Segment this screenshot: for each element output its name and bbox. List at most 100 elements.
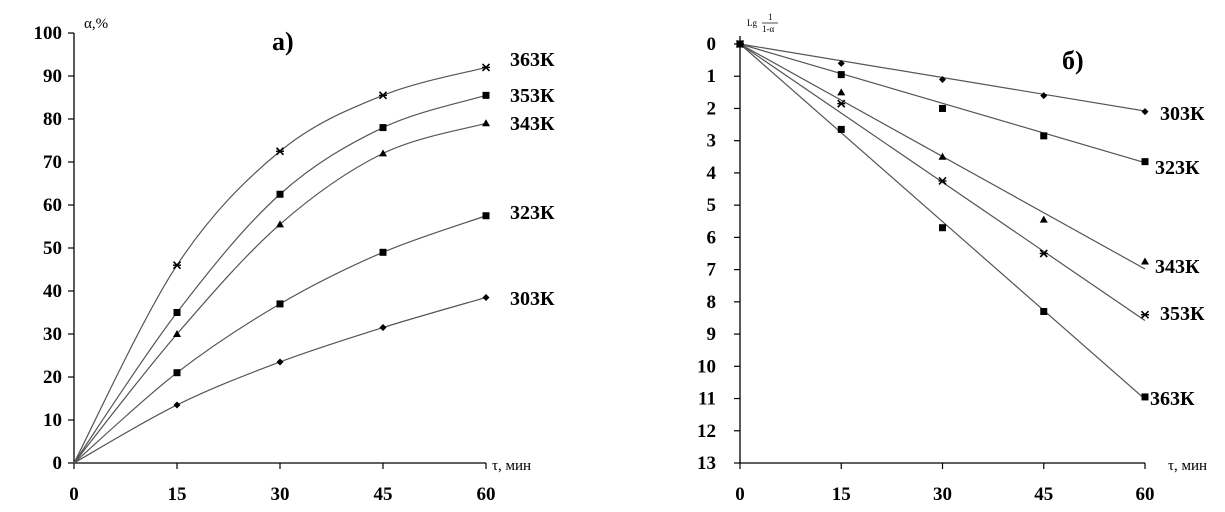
chart-b-data-point: [1141, 393, 1149, 401]
chart-b-data-point: [837, 71, 845, 79]
chart-a-series-line: [73, 296, 487, 464]
chart-a: α,% τ, мин а) 0 10 20 30 40 50 60 70 80 90 100 0 15 3…: [34, 16, 556, 505]
chart-a-data-point: [482, 119, 490, 127]
chart-a-x-tick-label: 15: [168, 484, 187, 505]
chart-b-series: 303К 323К 343К 353К 363К: [735, 39, 1205, 410]
chart-a-data-point: [481, 63, 491, 72]
chart-b-data-point: [939, 104, 946, 112]
chart-b-data-point: [1141, 257, 1149, 265]
chart-b-xlabel: τ, мин: [1168, 458, 1207, 474]
chart-b-data-point: [938, 176, 947, 186]
chart-b-y-tick-label: 0: [707, 34, 717, 55]
chart-a-ticks: 0 10 20 30 40 50 60 70 80 90 100 0 15 30 45 60: [34, 23, 496, 505]
chart-b-ylabel-numerator: 1: [768, 12, 773, 22]
chart-b-data-point: [1141, 158, 1149, 166]
chart-a-series-line: [73, 66, 487, 464]
chart-b-data-point: [1040, 92, 1048, 100]
chart-a-data-point: [275, 147, 285, 156]
chart-b-data-point: [939, 224, 946, 232]
chart-a-y-tick-label: 80: [43, 109, 62, 130]
chart-b-trend-line: [739, 43, 1146, 164]
chart-b-data-point: [938, 152, 947, 160]
chart-b-ylabel-denominator: 1-α: [762, 24, 774, 34]
chart-a-series-label: 363К: [510, 49, 555, 71]
chart-a-data-point: [173, 401, 181, 409]
chart-b-y-tick-label: 13: [697, 453, 716, 474]
chart-a-data-point: [276, 190, 284, 198]
chart-a-data-point: [379, 248, 387, 256]
chart-a-y-tick-label: 90: [43, 66, 62, 87]
chart-b-ylabel-lg: Lg: [747, 18, 757, 28]
chart-b-series-label: 353К: [1160, 303, 1205, 325]
chart-a-data-point: [378, 91, 388, 100]
chart-a-y-tick-label: 100: [34, 23, 63, 44]
chart-b-x-tick-label: 45: [1034, 484, 1053, 505]
chart-b-data-point: [1039, 215, 1048, 223]
chart-a-data-point: [379, 124, 387, 132]
chart-b-series-label: 323К: [1155, 157, 1200, 179]
chart-a-y-tick-label: 10: [43, 410, 62, 431]
chart-b-data-point: [736, 40, 744, 48]
chart-a-series-line: [73, 122, 487, 464]
chart-a-data-point: [482, 293, 490, 301]
chart-a-data-point: [172, 261, 182, 270]
chart-a-data-point: [276, 358, 284, 366]
chart-a-data-point: [482, 91, 490, 99]
chart-a-series-label: 353К: [510, 85, 555, 107]
chart-a-series-line: [73, 94, 487, 464]
chart-a-ylabel: α,%: [84, 16, 108, 32]
chart-b-x-tick-label: 0: [735, 484, 745, 505]
chart-b-data-point: [1140, 310, 1150, 319]
chart-a-data-point: [173, 309, 181, 316]
chart-b-data-point: [1039, 249, 1048, 258]
chart-b-y-tick-label: 3: [707, 131, 717, 152]
chart-b-y-tick-label: 4: [707, 163, 717, 184]
chart-b-data-point: [837, 125, 845, 133]
chart-a-x-tick-label: 60: [477, 484, 496, 505]
chart-b-data-point: [939, 75, 946, 83]
chart-a-series: 363К 353К 343К 323К 303К: [73, 49, 555, 464]
chart-a-y-tick-label: 60: [43, 195, 62, 216]
chart-b-y-tick-label: 2: [707, 98, 717, 119]
chart-b-series-label: 343К: [1155, 256, 1200, 278]
chart-a-data-point: [173, 330, 181, 337]
chart-a-data-point: [173, 369, 181, 377]
chart-a-series-label: 323К: [510, 202, 555, 224]
chart-b-x-tick-label: 30: [933, 484, 952, 505]
chart-a-data-point: [379, 324, 387, 332]
chart-b-data-point: [1040, 132, 1048, 140]
chart-b-series-label: 303К: [1160, 103, 1205, 125]
chart-a-x-tick-label: 0: [69, 484, 79, 505]
chart-a-data-point: [276, 220, 284, 228]
chart-a-series-label: 343К: [510, 113, 555, 135]
chart-b-x-tick-label: 60: [1136, 484, 1155, 505]
chart-b-panel-label: б): [1062, 46, 1084, 75]
chart-a-y-tick-label: 70: [43, 152, 62, 173]
chart-b-trend-line: [739, 43, 1146, 400]
chart-b-y-tick-label: 5: [707, 195, 717, 216]
chart-a-y-tick-label: 0: [53, 453, 63, 474]
chart-b-x-tick-label: 15: [832, 484, 851, 505]
chart-a-y-tick-label: 20: [43, 367, 62, 388]
chart-b-y-tick-label: 10: [697, 356, 716, 377]
chart-b-y-tick-label: 7: [707, 260, 717, 281]
chart-b-data-point: [837, 88, 846, 96]
chart-b-trend-line: [739, 43, 1146, 322]
chart-a-x-tick-label: 30: [271, 484, 290, 505]
chart-a-y-tick-label: 30: [43, 324, 62, 345]
chart-b-data-point: [1141, 108, 1149, 116]
chart-b-data-point: [837, 99, 846, 108]
chart-b-data-point: [837, 59, 845, 67]
chart-a-series-label: 303К: [510, 288, 555, 310]
chart-b-y-tick-label: 8: [707, 292, 717, 313]
chart-a-y-tick-label: 50: [43, 238, 62, 259]
chart-b-y-tick-label: 6: [707, 227, 717, 248]
chart-a-data-point: [379, 149, 387, 157]
chart-b-y-tick-label: 9: [707, 324, 717, 345]
chart-b-y-tick-label: 12: [697, 421, 716, 442]
chart-a-x-tick-label: 45: [374, 484, 393, 505]
chart-a-data-point: [482, 212, 490, 220]
